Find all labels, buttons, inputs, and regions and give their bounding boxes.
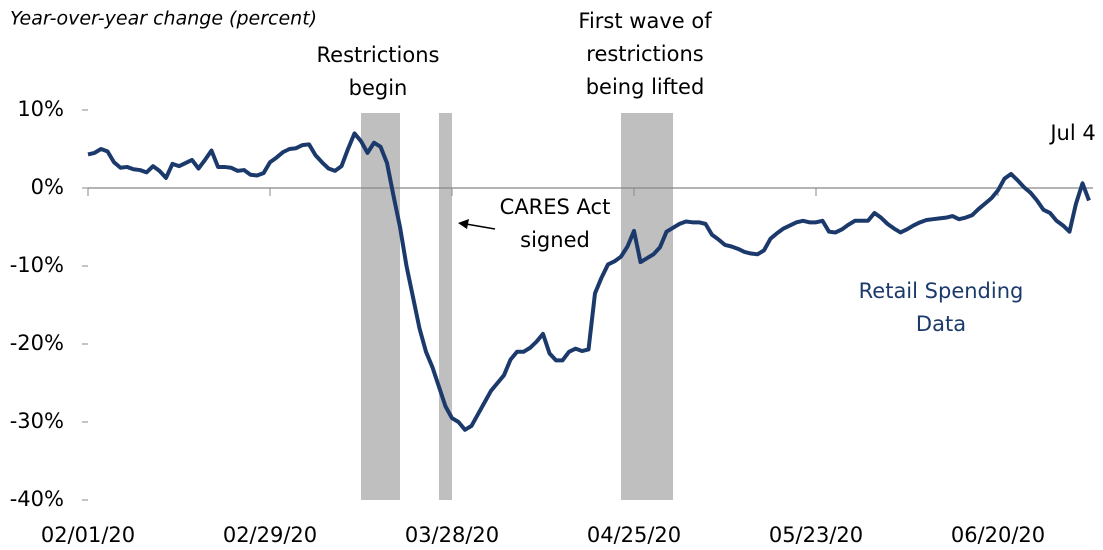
x-tick-label: 02/29/20 xyxy=(223,523,317,547)
shaded-periods xyxy=(361,113,673,500)
annotation: CARES Act xyxy=(500,195,611,219)
x-tick-label: 03/28/20 xyxy=(405,523,499,547)
y-tick-label: -30% xyxy=(10,409,64,433)
x-tick-label: 02/01/20 xyxy=(41,523,135,547)
annotation: being lifted xyxy=(586,75,705,99)
annotations: Restrictions begin First wave of restrictio… xyxy=(317,9,1096,336)
annotation: begin xyxy=(349,76,408,100)
y-tick-label: 10% xyxy=(17,97,64,121)
y-tick-label: -20% xyxy=(10,331,64,355)
y-tick-label: -10% xyxy=(10,253,64,277)
annotation: Retail Spending xyxy=(859,279,1024,303)
x-tick-label: 06/20/20 xyxy=(951,523,1045,547)
arrow-line xyxy=(465,223,496,230)
annotation: restrictions xyxy=(586,42,703,66)
chart-title: Year-over-year change (percent) xyxy=(10,8,317,30)
annotation: Jul 4 xyxy=(1048,121,1095,145)
shaded-period xyxy=(621,113,673,500)
shaded-period xyxy=(361,113,400,500)
annotation: Restrictions xyxy=(317,43,440,67)
y-tick-label: -40% xyxy=(10,487,64,511)
plot xyxy=(87,131,1091,432)
shaded-period xyxy=(439,113,452,500)
x-tick-label: 04/25/20 xyxy=(587,523,681,547)
annotation: First wave of xyxy=(578,9,712,33)
y-tick-label: 0% xyxy=(31,175,64,199)
annotation: Data xyxy=(916,312,966,336)
x-tick-label: 05/23/20 xyxy=(769,523,863,547)
axes: 10% 0% -10% -20% -30% -40% 02/01/20 02/29/20 03/… xyxy=(10,97,1093,547)
annotation: signed xyxy=(520,228,590,252)
series-line xyxy=(87,131,1091,432)
arrow-head xyxy=(458,219,469,229)
